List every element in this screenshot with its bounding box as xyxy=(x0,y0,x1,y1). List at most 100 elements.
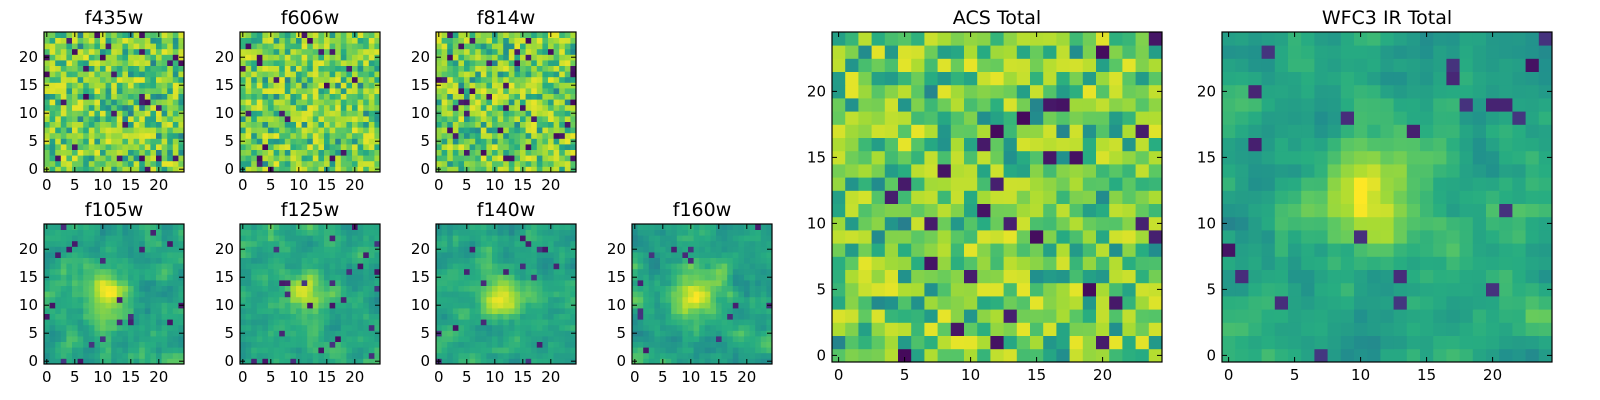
heatmap-cell xyxy=(368,285,375,292)
heatmap-cell xyxy=(178,76,185,83)
heatmap-cell xyxy=(570,149,577,156)
heatmap-cell xyxy=(105,48,112,55)
heatmap-cell xyxy=(469,54,476,61)
heatmap-cell xyxy=(648,324,655,331)
heatmap-cell xyxy=(964,348,978,363)
heatmap-cell xyxy=(245,224,252,230)
heatmap-cell xyxy=(105,257,112,264)
heatmap-cell xyxy=(88,280,95,286)
heatmap-cell xyxy=(55,155,62,162)
heatmap-cell xyxy=(436,347,442,354)
heatmap-cell xyxy=(122,48,129,55)
heatmap-cell xyxy=(178,229,185,236)
heatmap-cell xyxy=(128,65,134,72)
heatmap-cell xyxy=(542,155,549,162)
heatmap-cell xyxy=(570,37,577,44)
heatmap-cell xyxy=(480,341,487,348)
heatmap-cell xyxy=(72,285,78,292)
heatmap-cell xyxy=(469,285,476,292)
heatmap-cell xyxy=(94,358,101,365)
heatmap-cell xyxy=(525,302,532,309)
heatmap-cell xyxy=(77,99,84,106)
heatmap-cell xyxy=(508,54,515,61)
heatmap-cell xyxy=(749,280,756,286)
heatmap-cell xyxy=(710,268,717,275)
heatmap-cell xyxy=(307,252,314,258)
heatmap-cell xyxy=(553,296,560,303)
heatmap-cell xyxy=(665,336,672,342)
heatmap-cell xyxy=(525,76,532,83)
heatmap-cell xyxy=(66,82,73,89)
heatmap-cell xyxy=(318,347,325,354)
heatmap-cell xyxy=(693,341,700,348)
heatmap-cell xyxy=(531,257,538,264)
heatmap-cell xyxy=(514,308,521,314)
heatmap-cell xyxy=(475,291,482,298)
heatmap-cell xyxy=(256,104,263,111)
heatmap-cell xyxy=(1109,256,1123,270)
heatmap-cell xyxy=(72,65,78,72)
heatmap-cell xyxy=(290,308,297,314)
heatmap-cell xyxy=(368,82,375,89)
heatmap-cell xyxy=(447,37,454,44)
heatmap-cell xyxy=(648,235,655,242)
heatmap-cell xyxy=(710,280,717,286)
heatmap-cell xyxy=(178,313,185,320)
heatmap-cell xyxy=(542,82,549,89)
heatmap-cell xyxy=(100,144,106,150)
heatmap-cell xyxy=(937,216,952,231)
heatmap-cell xyxy=(346,296,353,303)
heatmap-cell xyxy=(559,48,566,55)
heatmap-cell xyxy=(564,235,571,242)
heatmap-cell xyxy=(55,302,62,309)
heatmap-cell xyxy=(251,54,258,61)
heatmap-cell xyxy=(100,132,106,139)
heatmap-cell xyxy=(111,32,118,38)
heatmap-cell xyxy=(88,296,95,303)
heatmap-cell xyxy=(268,291,274,298)
heatmap-cell xyxy=(284,347,291,354)
heatmap-cell xyxy=(738,308,745,314)
heatmap-cell xyxy=(744,336,750,342)
heatmap-cell xyxy=(514,240,521,247)
heatmap-cell xyxy=(273,48,280,55)
y-tick-label: 5 xyxy=(420,132,430,150)
heatmap-cell xyxy=(60,65,67,72)
heatmap-cell xyxy=(66,110,73,117)
heatmap-cell xyxy=(727,274,734,281)
heatmap-cell xyxy=(643,336,650,342)
heatmap-cell xyxy=(503,280,510,286)
heatmap-cell xyxy=(279,144,286,150)
heatmap-cell xyxy=(704,347,711,354)
heatmap-cell xyxy=(637,347,644,354)
heatmap-cell xyxy=(654,313,661,320)
heatmap-cell xyxy=(111,99,118,106)
heatmap-cell xyxy=(156,274,162,281)
heatmap-cell xyxy=(525,37,532,44)
heatmap-cell xyxy=(352,37,358,44)
heatmap-cell xyxy=(990,216,1004,231)
heatmap-cell xyxy=(44,43,50,50)
heatmap-cell xyxy=(548,110,554,117)
heatmap-cell xyxy=(268,54,274,61)
heatmap-cell xyxy=(654,263,661,270)
heatmap-cell xyxy=(553,352,560,359)
heatmap-cell xyxy=(676,285,683,292)
heatmap-cell xyxy=(682,263,689,270)
heatmap-cell xyxy=(307,319,314,326)
heatmap-cell xyxy=(660,330,666,337)
heatmap-cell xyxy=(55,82,62,89)
heatmap-cell xyxy=(167,104,174,111)
heatmap-cell xyxy=(475,93,482,100)
heatmap-cell xyxy=(307,285,314,292)
heatmap-cell xyxy=(296,155,302,162)
heatmap-cell xyxy=(105,358,112,365)
heatmap-cell xyxy=(368,229,375,236)
heatmap-cell xyxy=(116,274,123,281)
heatmap-cell xyxy=(363,104,370,111)
x-tick-label: 20 xyxy=(149,176,168,194)
heatmap-cell xyxy=(436,308,442,314)
heatmap-cell xyxy=(167,155,174,162)
heatmap-cell xyxy=(111,65,118,72)
heatmap-cell xyxy=(452,54,459,61)
